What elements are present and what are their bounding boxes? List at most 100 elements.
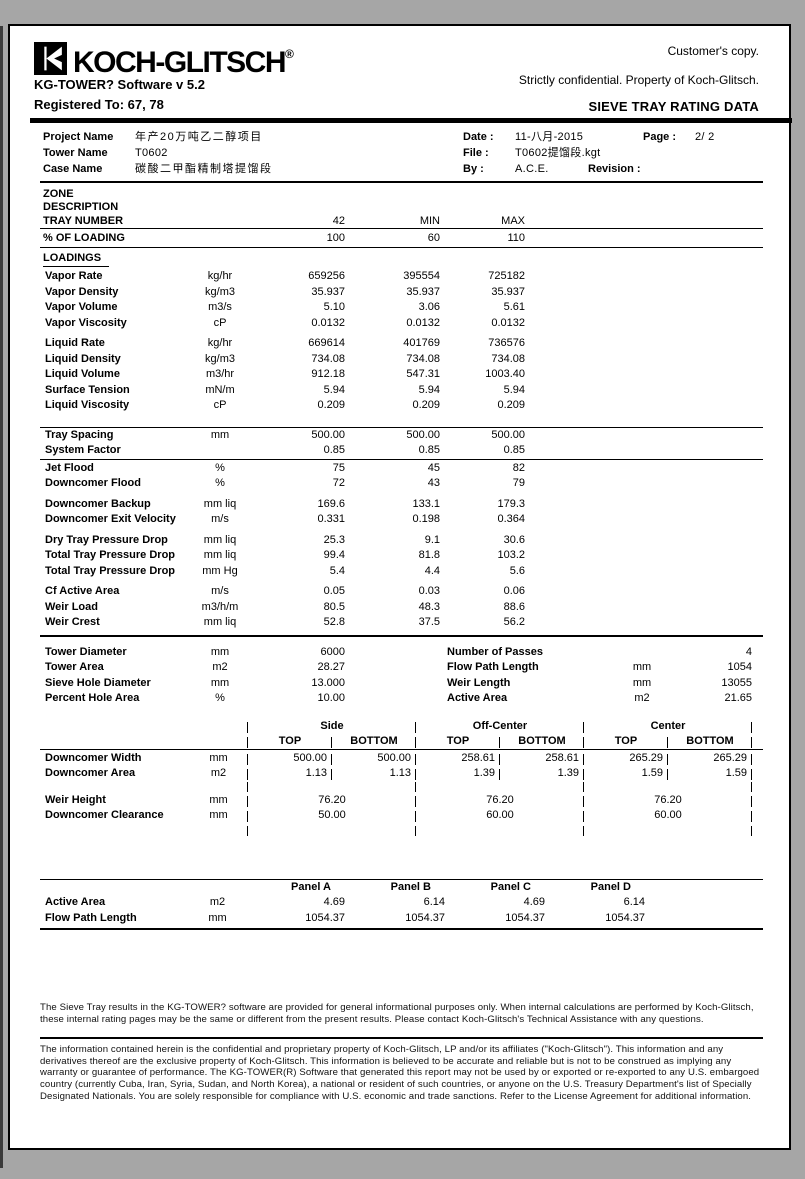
geo-unit: mm bbox=[632, 676, 652, 689]
row-value: 75 bbox=[332, 461, 345, 474]
row-unit: kg/hr bbox=[207, 270, 233, 282]
row-label: Vapor Volume bbox=[45, 301, 118, 313]
row-value: 500.00 bbox=[491, 428, 525, 441]
row-unit: cP bbox=[213, 399, 227, 411]
table-row: Downcomer Backup mm liq 169.6 133.1 179.3 bbox=[40, 497, 789, 513]
loading-value: 110 bbox=[507, 232, 525, 244]
column-separator bbox=[751, 753, 753, 765]
row-value: 265.29 bbox=[629, 751, 663, 764]
row-value: 4.4 bbox=[424, 564, 440, 577]
section-rule bbox=[40, 634, 763, 637]
row-value: 0.05 bbox=[323, 585, 345, 597]
column-separator bbox=[247, 753, 249, 765]
koch-glitsch-logo-icon bbox=[34, 42, 67, 75]
koch-glitsch-logo: KOCH-GLITSCH® bbox=[34, 38, 294, 79]
row-label: Downcomer Flood bbox=[45, 477, 141, 489]
column-separator bbox=[247, 781, 249, 792]
row-value: 0.209 bbox=[497, 399, 525, 411]
table-row: Cf Active Area m/s 0.05 0.03 0.06 bbox=[40, 584, 789, 600]
subheader-top: TOP bbox=[278, 734, 302, 747]
row-value: 6.14 bbox=[423, 896, 445, 908]
column-separator bbox=[415, 753, 417, 765]
row-value: 35.937 bbox=[491, 285, 525, 298]
column-separator bbox=[583, 781, 585, 792]
row-unit: % bbox=[215, 461, 225, 474]
geo-value: 21.65 bbox=[724, 692, 752, 704]
loading-value: 60 bbox=[427, 232, 440, 244]
column-separator bbox=[751, 795, 753, 807]
row-label: Total Tray Pressure Drop bbox=[45, 549, 176, 561]
downcomer-clearance-row: Downcomer Clearance mm 50.00 60.00 60.00 bbox=[40, 808, 789, 823]
row-value: 395554 bbox=[403, 270, 440, 282]
separator-row bbox=[40, 823, 789, 837]
column-separator bbox=[415, 825, 417, 836]
row-value: 912.18 bbox=[311, 368, 345, 380]
row-unit: mm liq bbox=[203, 533, 237, 546]
column-separator bbox=[667, 736, 669, 748]
row-label: Cf Active Area bbox=[45, 585, 120, 597]
row-label: Liquid Density bbox=[45, 352, 121, 365]
page-value: 2/ 2 bbox=[695, 131, 715, 143]
window-edge bbox=[0, 26, 3, 1168]
row-value: 0.85 bbox=[503, 444, 525, 456]
column-separator bbox=[751, 781, 753, 792]
column-separator bbox=[751, 825, 753, 836]
customers-copy-note: Customer's copy. bbox=[667, 44, 759, 58]
project-info: Project Name 年产20万吨乙二醇项目 Date : 11-八月-20… bbox=[40, 123, 789, 177]
table-rule bbox=[40, 426, 763, 428]
row-value: 500.00 bbox=[311, 428, 345, 441]
row-unit: mN/m bbox=[205, 383, 235, 396]
row-value: 0.331 bbox=[317, 513, 345, 525]
tray-number-min: MIN bbox=[419, 215, 440, 227]
column-separator bbox=[331, 736, 333, 748]
table-row: Liquid Viscosity cP 0.209 0.209 0.209 bbox=[40, 398, 789, 414]
table-row: Liquid Rate kg/hr 669614 401769 736576 bbox=[40, 336, 789, 352]
table-rule bbox=[40, 748, 763, 750]
row-value: 169.6 bbox=[317, 497, 345, 510]
row-value: 725182 bbox=[488, 270, 525, 282]
geo-value: 4 bbox=[745, 645, 752, 658]
column-separator bbox=[415, 810, 417, 822]
row-label: Vapor Viscosity bbox=[45, 316, 127, 329]
geo-unit: m2 bbox=[634, 692, 650, 704]
row-value: 659256 bbox=[308, 270, 345, 282]
geo-value: 10.00 bbox=[317, 692, 345, 704]
row-value: 0.209 bbox=[412, 399, 440, 411]
column-separator bbox=[583, 768, 585, 780]
row-label: Vapor Density bbox=[45, 285, 119, 298]
row-value: 0.06 bbox=[503, 585, 525, 597]
row-value: 1.59 bbox=[725, 766, 747, 779]
row-value: 1054.37 bbox=[405, 911, 445, 924]
row-unit: m3/s bbox=[208, 301, 232, 313]
tray-number-label: TRAY NUMBER bbox=[43, 215, 124, 227]
row-value: 736576 bbox=[488, 337, 525, 349]
geo-label: Tower Area bbox=[45, 661, 104, 673]
geo-value: 13055 bbox=[721, 676, 752, 689]
tower-name-label: Tower Name bbox=[43, 147, 108, 159]
geo-value: 1054 bbox=[727, 661, 752, 673]
row-unit: mm bbox=[210, 428, 230, 441]
geo-unit: mm bbox=[632, 661, 652, 673]
column-separator bbox=[583, 753, 585, 765]
row-value: 5.94 bbox=[503, 383, 525, 396]
row-unit: m/s bbox=[211, 513, 229, 525]
column-separator bbox=[499, 736, 501, 748]
geo-value: 6000 bbox=[320, 645, 345, 658]
row-value: 0.03 bbox=[418, 585, 440, 597]
row-value: 43 bbox=[427, 477, 440, 489]
row-unit: m3/hr bbox=[205, 368, 235, 380]
row-value: 734.08 bbox=[406, 352, 440, 365]
row-label: Weir Load bbox=[45, 600, 98, 613]
row-value: 0.0132 bbox=[491, 316, 525, 329]
row-value: 547.31 bbox=[406, 368, 440, 380]
row-value: 9.1 bbox=[424, 533, 440, 546]
row-value: 734.08 bbox=[491, 352, 525, 365]
row-unit: mm bbox=[209, 751, 228, 764]
tray-number-max: MAX bbox=[501, 215, 525, 227]
row-value: 6.14 bbox=[623, 896, 645, 908]
table-row: Tray Spacing mm 500.00 500.00 500.00 bbox=[40, 428, 789, 444]
group-off-center: Off-Center bbox=[472, 719, 528, 732]
row-unit: mm liq bbox=[203, 497, 237, 510]
column-separator bbox=[331, 753, 333, 765]
